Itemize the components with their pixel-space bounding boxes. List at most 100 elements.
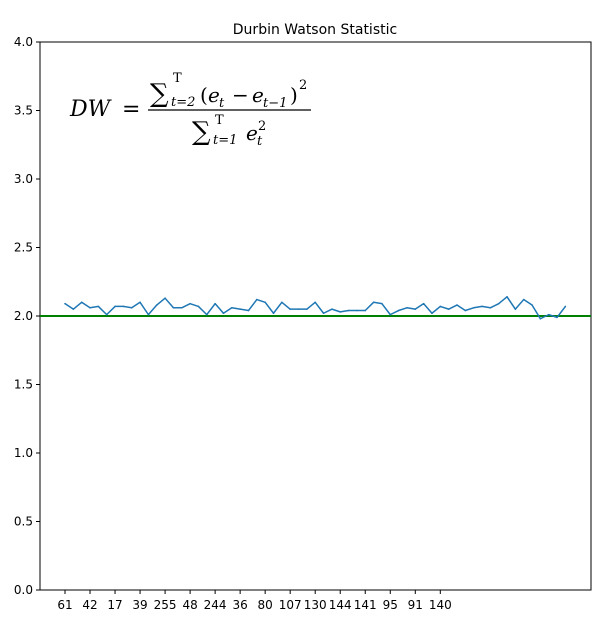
- series-point: [89, 306, 91, 309]
- series-point: [464, 309, 467, 312]
- series-point: [155, 304, 158, 306]
- series-point: [281, 301, 283, 304]
- y-tick-label: 2.0: [14, 309, 33, 323]
- dw-formula-annotation: DW = ∑ T t=2 ( e t − e t−1 ) 2 ∑ T t=1 e…: [69, 71, 311, 149]
- series-point: [331, 308, 333, 310]
- series-point: [164, 297, 166, 299]
- y-tick-label: 3.0: [14, 172, 33, 186]
- x-tick-label: 255: [154, 598, 177, 612]
- series-point: [456, 304, 458, 306]
- series-point: [214, 302, 216, 305]
- series-point: [414, 308, 417, 310]
- series-point: [506, 296, 508, 298]
- series-point: [105, 313, 108, 316]
- series-point: [322, 312, 325, 315]
- series-point: [189, 302, 191, 305]
- series-point: [306, 308, 308, 310]
- x-tick-label: 144: [329, 598, 352, 612]
- series-point: [406, 306, 408, 309]
- series-point: [139, 301, 141, 304]
- series-point: [231, 306, 233, 309]
- y-tick-label: 1.5: [14, 378, 33, 392]
- x-tick-label: 36: [232, 598, 247, 612]
- x-tick-label: 95: [383, 598, 398, 612]
- series-points: [64, 296, 567, 320]
- series-point: [339, 311, 342, 313]
- series-point: [272, 312, 275, 315]
- series-point: [489, 306, 492, 309]
- series-point: [481, 305, 483, 308]
- y-tick-label: 4.0: [14, 35, 33, 49]
- series-point: [222, 312, 225, 315]
- x-tick-label: 17: [107, 598, 122, 612]
- series-point: [372, 301, 375, 304]
- y-tick-label: 0.0: [14, 583, 33, 597]
- series-point: [256, 298, 258, 301]
- x-tick-label: 80: [258, 598, 273, 612]
- series-point: [422, 302, 425, 305]
- series-point: [239, 308, 241, 310]
- series-point: [447, 308, 450, 310]
- x-tick-label: 244: [204, 598, 227, 612]
- series-point: [297, 308, 300, 310]
- x-tick-label: 42: [82, 598, 97, 612]
- series-point: [130, 306, 133, 309]
- formula-den-e-sup: 2: [258, 119, 266, 134]
- series-point: [314, 301, 317, 304]
- series-point: [522, 298, 525, 301]
- series-point: [147, 313, 150, 316]
- y-tick-label: 3.5: [14, 104, 33, 118]
- formula-num-paren-close: ): [290, 83, 298, 107]
- y-tick-label: 2.5: [14, 241, 33, 255]
- y-axis: 0.0 0.5 1.0 1.5 2.0 2.5 3.0 3.5 4.0: [14, 35, 40, 597]
- series-point: [97, 305, 100, 308]
- formula-lhs: DW: [69, 97, 113, 122]
- formula-equals: =: [122, 97, 140, 122]
- series-point: [114, 305, 116, 308]
- series-point: [80, 301, 83, 304]
- series-point: [247, 309, 250, 312]
- series-point: [197, 305, 200, 308]
- x-tick-label: 141: [354, 598, 377, 612]
- x-axis: 61 42 17 39 255 48 244 36 80 107 130 144 141 95 91 140: [57, 590, 452, 612]
- series-point: [264, 301, 266, 304]
- series-point: [564, 305, 567, 308]
- series-point: [514, 308, 517, 310]
- series-point: [431, 312, 433, 315]
- formula-num-minus: −: [232, 83, 249, 107]
- series-point: [180, 306, 183, 309]
- formula-num-e-prev-sub: t−1: [263, 96, 287, 111]
- formula-num-e-prev: e: [252, 83, 264, 107]
- series-point: [556, 316, 558, 319]
- formula-den-e: e: [246, 121, 258, 145]
- series-point: [172, 306, 175, 309]
- formula-den-sum-lower: t=1: [213, 133, 237, 148]
- series-point: [381, 302, 383, 305]
- series-point: [472, 306, 475, 309]
- series-point: [64, 302, 66, 305]
- formula-den-sum-upper: T: [215, 113, 224, 128]
- series-point: [397, 309, 400, 312]
- formula-den-sum-symbol: ∑: [192, 117, 211, 147]
- formula-num-sum-symbol: ∑: [150, 79, 169, 109]
- x-tick-label: 107: [279, 598, 302, 612]
- series-point: [547, 313, 550, 316]
- series-point: [356, 309, 358, 312]
- formula-num-power: 2: [299, 78, 307, 93]
- formula-num-e-t-sub: t: [219, 96, 225, 111]
- x-tick-label: 130: [304, 598, 327, 612]
- formula-num-sum-upper: T: [173, 71, 182, 86]
- x-tick-label: 140: [429, 598, 452, 612]
- formula-num-e-t: e: [208, 83, 220, 107]
- formula-num-paren-open: (: [200, 83, 208, 107]
- series-point: [205, 313, 208, 316]
- x-tick-label: 39: [132, 598, 147, 612]
- x-tick-label: 48: [182, 598, 197, 612]
- series-point: [347, 309, 350, 312]
- series-point: [289, 308, 291, 310]
- formula-num-sum-lower: t=2: [171, 95, 195, 110]
- series-point: [497, 302, 500, 305]
- x-tick-label: 91: [408, 598, 423, 612]
